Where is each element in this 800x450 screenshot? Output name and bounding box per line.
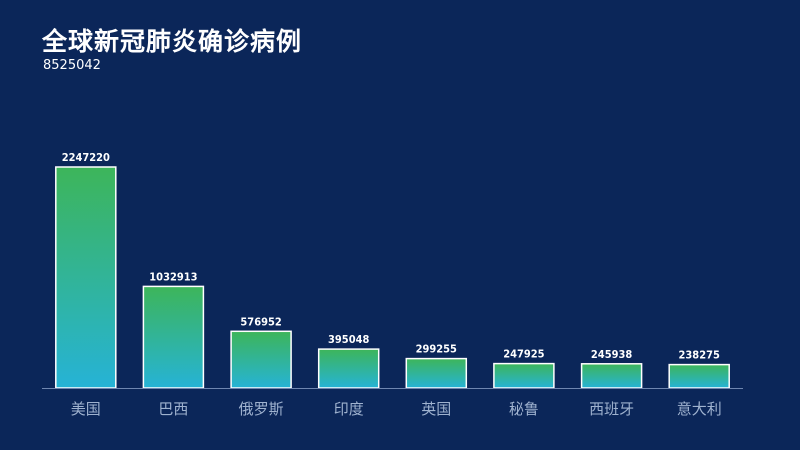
bar-value-label: 245938	[591, 348, 632, 361]
category-label: 俄罗斯	[239, 400, 284, 418]
category-label: 秘鲁	[509, 400, 539, 418]
bar-1	[55, 166, 117, 389]
bar-7	[580, 363, 643, 389]
bar-4	[317, 348, 380, 389]
bar-2	[142, 285, 205, 389]
bar-value-label: 395048	[328, 333, 369, 346]
bars-group	[55, 166, 730, 389]
bar-6	[493, 362, 555, 389]
bar-5	[405, 357, 468, 389]
category-label: 西班牙	[589, 400, 634, 418]
bar-3	[230, 330, 292, 389]
chart-subtitle: 8525042	[43, 58, 101, 73]
bar-value-label: 1032913	[149, 270, 197, 283]
bar-value-label: 2247220	[62, 151, 110, 164]
bar-value-label: 299255	[416, 343, 457, 356]
bar-value-label: 576952	[240, 315, 281, 328]
bar-8	[668, 363, 730, 389]
category-label: 英国	[421, 400, 451, 418]
bar-value-label: 247925	[503, 348, 544, 361]
bar-value-label: 238275	[679, 349, 720, 362]
labels-group: 2247220 美国 1032913 巴西 576952 俄罗斯 395048 印度 29925…	[62, 151, 722, 418]
category-label: 巴西	[158, 400, 188, 418]
category-label: 意大利	[677, 400, 722, 418]
category-label: 美国	[71, 400, 101, 418]
chart-title: 全球新冠肺炎确诊病例	[42, 27, 303, 56]
category-label: 印度	[334, 400, 364, 418]
